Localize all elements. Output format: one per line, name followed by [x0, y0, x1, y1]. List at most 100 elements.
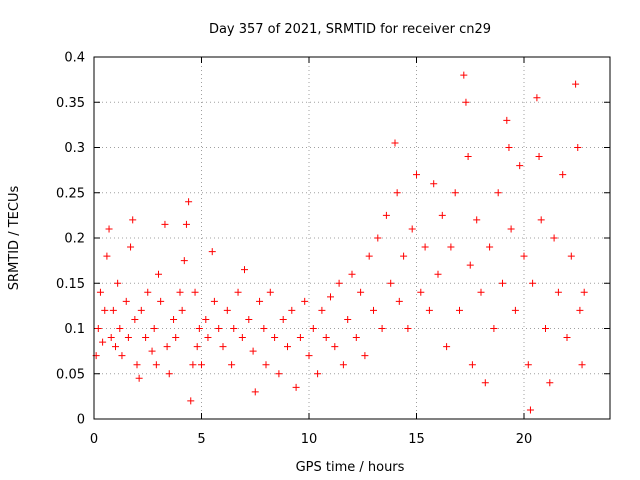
grid-lines — [94, 57, 610, 419]
data-point — [563, 334, 571, 342]
data-point — [314, 370, 322, 378]
data-point — [189, 361, 197, 369]
data-point — [374, 234, 382, 242]
data-point — [228, 361, 236, 369]
data-point — [112, 343, 119, 351]
data-point — [430, 180, 438, 188]
data-point — [234, 288, 242, 296]
data-point — [296, 334, 304, 342]
y-tick-label: 0.05 — [56, 367, 85, 382]
data-point — [576, 306, 584, 314]
data-point — [116, 325, 124, 332]
data-point — [486, 243, 494, 251]
data-point — [271, 334, 279, 342]
data-point — [172, 334, 180, 342]
data-point — [535, 153, 543, 161]
data-point — [251, 388, 259, 396]
data-point — [249, 347, 257, 355]
data-point — [135, 374, 143, 382]
data-point — [245, 315, 253, 323]
data-point — [456, 306, 463, 314]
data-point — [309, 325, 317, 332]
y-tick-label: 0.4 — [64, 51, 85, 66]
data-point — [391, 139, 399, 147]
data-point — [503, 116, 511, 124]
data-points — [92, 71, 588, 414]
data-point — [191, 288, 199, 296]
data-point — [275, 370, 283, 378]
data-point — [148, 347, 156, 355]
data-point — [165, 370, 173, 378]
data-point — [387, 279, 395, 287]
data-point — [462, 98, 470, 106]
x-tick-label: 0 — [90, 432, 98, 447]
data-point — [241, 266, 248, 274]
data-point — [107, 334, 115, 342]
data-point — [219, 343, 227, 351]
data-point — [468, 361, 476, 369]
data-point — [382, 211, 390, 219]
data-point — [288, 306, 296, 314]
data-point — [114, 279, 122, 287]
y-tick-label: 0.3 — [64, 141, 85, 156]
y-tick-label: 0.15 — [56, 277, 85, 292]
data-point — [256, 297, 264, 305]
data-point — [204, 334, 212, 342]
data-point — [533, 94, 541, 102]
axis-ticks: 0 0.05 0.1 0.15 0.2 0.25 0.3 0.35 0.4 0 5 10 15 20 — [56, 51, 610, 447]
data-point — [318, 306, 326, 314]
data-point — [170, 315, 178, 323]
data-point — [511, 306, 519, 314]
data-point — [473, 216, 481, 224]
data-point — [400, 252, 408, 260]
data-point — [157, 297, 165, 305]
data-point — [438, 211, 446, 219]
data-point — [365, 252, 373, 260]
x-axis-label: GPS time / hours — [296, 460, 405, 475]
plot-frame — [93, 56, 611, 420]
data-point — [124, 334, 132, 342]
data-point — [520, 252, 528, 260]
data-point — [408, 225, 416, 233]
data-point — [142, 334, 150, 342]
data-point — [578, 361, 586, 369]
data-point — [301, 297, 309, 305]
data-point — [460, 71, 468, 79]
y-tick-label: 0.1 — [64, 322, 85, 337]
data-point — [550, 234, 558, 242]
data-point — [230, 325, 238, 332]
data-point — [574, 144, 582, 151]
data-point — [223, 306, 231, 314]
data-point — [260, 325, 268, 332]
data-point — [96, 288, 104, 296]
data-point — [546, 379, 554, 387]
data-point — [210, 297, 218, 305]
data-point — [567, 252, 575, 260]
chart-title: Day 357 of 2021, SRMTID for receiver cn2… — [209, 22, 491, 37]
y-tick-label: 0 — [77, 413, 85, 428]
x-tick-label: 20 — [516, 432, 533, 447]
data-point — [144, 288, 152, 296]
data-point — [322, 334, 330, 342]
data-point — [198, 361, 205, 369]
data-point — [327, 293, 334, 301]
data-point — [421, 243, 429, 251]
data-point — [370, 306, 377, 314]
data-point — [580, 288, 588, 296]
data-point — [118, 352, 126, 360]
data-point — [507, 225, 515, 233]
data-point — [161, 220, 169, 228]
data-point — [193, 343, 201, 351]
data-point — [490, 325, 498, 332]
data-point — [305, 352, 313, 360]
x-tick-label: 5 — [197, 432, 205, 447]
data-point — [127, 243, 135, 251]
data-point — [215, 325, 223, 332]
data-point — [238, 334, 246, 342]
data-point — [155, 270, 162, 278]
data-point — [208, 248, 216, 256]
data-point — [150, 325, 158, 332]
data-point — [178, 306, 186, 314]
data-point — [176, 288, 184, 296]
data-point — [331, 343, 339, 351]
